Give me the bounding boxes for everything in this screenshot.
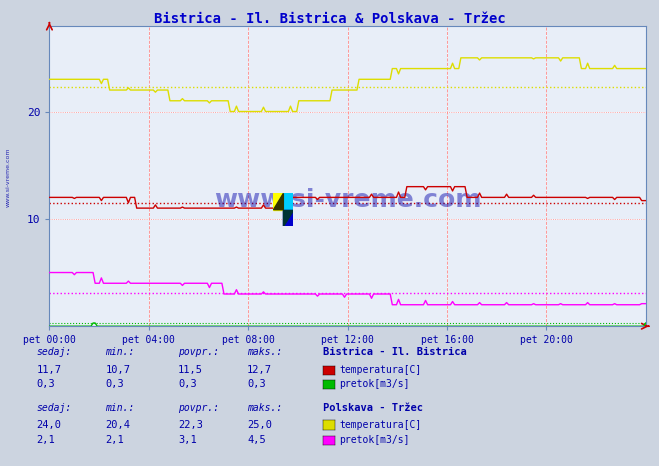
Bar: [283, 193, 293, 210]
Text: www.si-vreme.com: www.si-vreme.com: [5, 147, 11, 207]
Text: 25,0: 25,0: [247, 420, 272, 430]
Text: Bistrica - Il. Bistrica: Bistrica - Il. Bistrica: [323, 347, 467, 357]
Text: temperatura[C]: temperatura[C]: [339, 420, 422, 430]
Polygon shape: [283, 210, 293, 226]
Text: 0,3: 0,3: [178, 379, 196, 390]
Text: 0,3: 0,3: [36, 379, 55, 390]
Text: povpr.:: povpr.:: [178, 403, 219, 413]
Text: sedaj:: sedaj:: [36, 347, 71, 357]
Bar: [273, 193, 283, 210]
Text: 22,3: 22,3: [178, 420, 203, 430]
Text: 24,0: 24,0: [36, 420, 61, 430]
Text: Bistrica - Il. Bistrica & Polskava - Tržec: Bistrica - Il. Bistrica & Polskava - Trž…: [154, 12, 505, 26]
Polygon shape: [273, 193, 283, 210]
Text: min.:: min.:: [105, 347, 135, 357]
Bar: [283, 210, 293, 226]
Text: 11,5: 11,5: [178, 365, 203, 376]
Text: pretok[m3/s]: pretok[m3/s]: [339, 435, 410, 445]
Text: 2,1: 2,1: [105, 435, 124, 445]
Text: 0,3: 0,3: [247, 379, 266, 390]
Text: 3,1: 3,1: [178, 435, 196, 445]
Text: 12,7: 12,7: [247, 365, 272, 376]
Text: 20,4: 20,4: [105, 420, 130, 430]
Text: maks.:: maks.:: [247, 403, 282, 413]
Text: 11,7: 11,7: [36, 365, 61, 376]
Text: www.si-vreme.com: www.si-vreme.com: [214, 188, 481, 212]
Text: 4,5: 4,5: [247, 435, 266, 445]
Text: temperatura[C]: temperatura[C]: [339, 365, 422, 376]
Text: povpr.:: povpr.:: [178, 347, 219, 357]
Text: 2,1: 2,1: [36, 435, 55, 445]
Text: 0,3: 0,3: [105, 379, 124, 390]
Text: maks.:: maks.:: [247, 347, 282, 357]
Text: 10,7: 10,7: [105, 365, 130, 376]
Text: Polskava - Tržec: Polskava - Tržec: [323, 403, 423, 413]
Text: min.:: min.:: [105, 403, 135, 413]
Text: pretok[m3/s]: pretok[m3/s]: [339, 379, 410, 390]
Text: sedaj:: sedaj:: [36, 403, 71, 413]
